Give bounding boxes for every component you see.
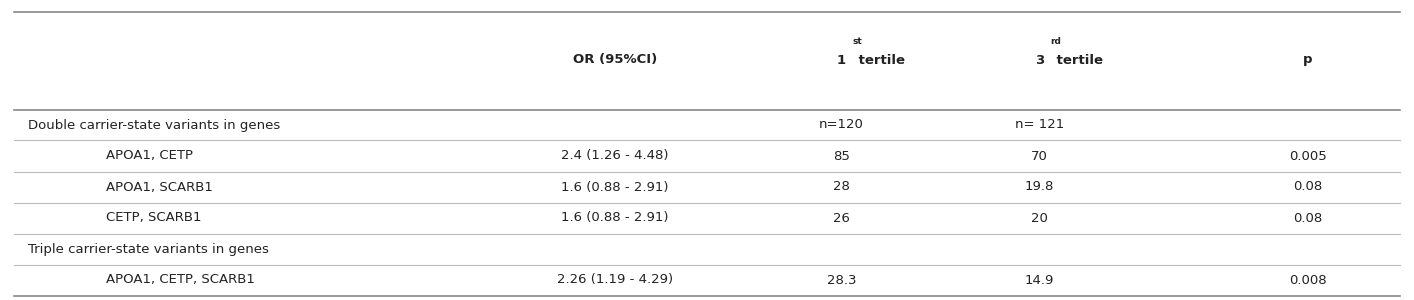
Text: 0.08: 0.08 (1294, 181, 1322, 194)
Text: 26: 26 (833, 212, 850, 224)
Text: 0.08: 0.08 (1294, 212, 1322, 224)
Text: 28: 28 (833, 181, 850, 194)
Text: 1.6 (0.88 - 2.91): 1.6 (0.88 - 2.91) (561, 181, 669, 194)
Text: 2.4 (1.26 - 4.48): 2.4 (1.26 - 4.48) (561, 149, 669, 163)
Text: 2.26 (1.19 - 4.29): 2.26 (1.19 - 4.29) (557, 274, 673, 286)
Text: tertile: tertile (1052, 53, 1103, 67)
Text: APOA1, CETP: APOA1, CETP (106, 149, 194, 163)
Text: 28.3: 28.3 (827, 274, 855, 286)
Text: Triple carrier-state variants in genes: Triple carrier-state variants in genes (28, 242, 269, 256)
Text: tertile: tertile (854, 53, 905, 67)
Text: 3: 3 (1035, 53, 1044, 67)
Text: n=120: n=120 (819, 118, 864, 131)
Text: p: p (1304, 53, 1312, 67)
Text: APOA1, SCARB1: APOA1, SCARB1 (106, 181, 214, 194)
Text: 0.008: 0.008 (1290, 274, 1326, 286)
Text: APOA1, CETP, SCARB1: APOA1, CETP, SCARB1 (106, 274, 255, 286)
Text: 1: 1 (837, 53, 846, 67)
Text: rd: rd (1051, 38, 1062, 46)
Text: 70: 70 (1031, 149, 1048, 163)
Text: 1.6 (0.88 - 2.91): 1.6 (0.88 - 2.91) (561, 212, 669, 224)
Text: 14.9: 14.9 (1025, 274, 1053, 286)
Text: st: st (853, 38, 863, 46)
Text: CETP, SCARB1: CETP, SCARB1 (106, 212, 202, 224)
Text: 20: 20 (1031, 212, 1048, 224)
Text: 0.005: 0.005 (1290, 149, 1326, 163)
Text: n= 121: n= 121 (1015, 118, 1063, 131)
Text: 85: 85 (833, 149, 850, 163)
Text: OR (95%CI): OR (95%CI) (573, 53, 658, 67)
Text: Double carrier-state variants in genes: Double carrier-state variants in genes (28, 118, 280, 131)
Text: 19.8: 19.8 (1025, 181, 1053, 194)
